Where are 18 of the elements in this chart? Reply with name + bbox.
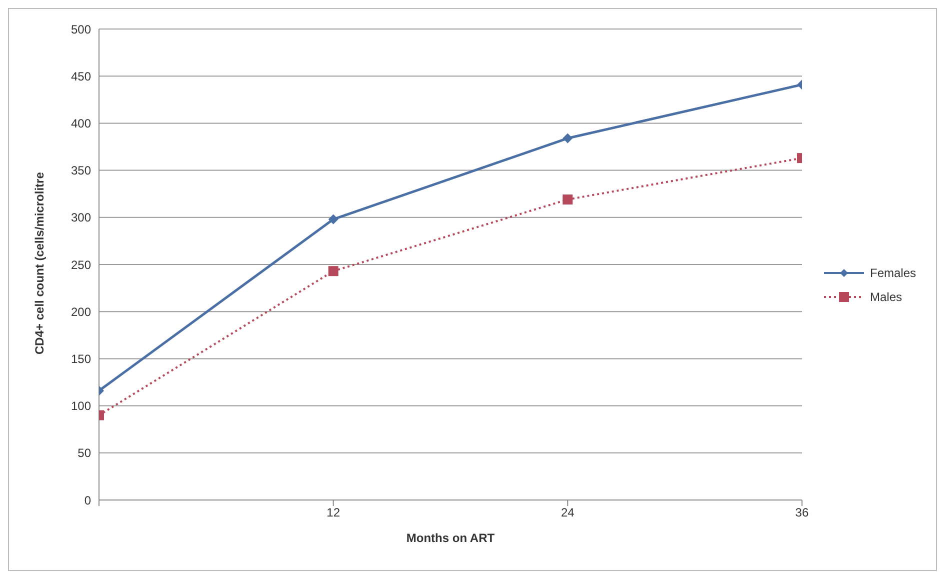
x-axis-title: Months on ART	[406, 531, 496, 545]
legend-label: Females	[870, 266, 916, 280]
y-tick-label: 200	[70, 304, 92, 319]
y-tick-label: 400	[70, 116, 92, 130]
y-tick-label: 350	[70, 164, 92, 178]
y-tick-label: 500	[70, 22, 92, 36]
y-axis-title: CD4+ cell count (cells/microlitre	[32, 172, 46, 354]
y-tick-label: 100	[70, 399, 92, 414]
y-tick-label: 250	[70, 258, 92, 272]
y-tick-label: 150	[70, 352, 92, 366]
y-tick-label: 50	[78, 446, 92, 460]
legend-label: Males	[870, 290, 902, 304]
x-tick-label: 12	[326, 506, 340, 520]
x-tick-label: 36	[795, 506, 809, 520]
y-tick-label: 0	[84, 493, 92, 508]
x-tick-label: 24	[560, 506, 575, 520]
y-tick-label: 300	[70, 210, 92, 225]
y-tick-label: 450	[70, 69, 92, 84]
